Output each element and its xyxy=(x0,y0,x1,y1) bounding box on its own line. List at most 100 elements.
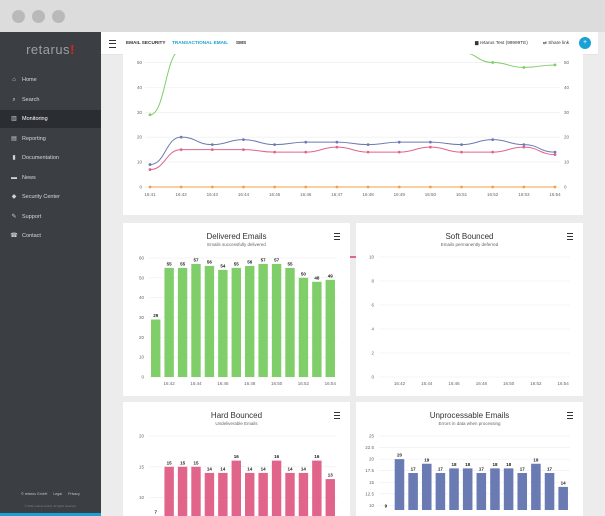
bar-value-label: 57 xyxy=(274,257,280,262)
chart-icon: ▥ xyxy=(11,116,17,122)
wrench-icon: ✎ xyxy=(11,213,17,220)
series-point xyxy=(335,145,339,149)
series-point xyxy=(428,185,432,189)
bar xyxy=(325,279,335,377)
bar xyxy=(177,466,188,516)
tab-email-security[interactable]: EMAIL SECURITY xyxy=(126,40,166,45)
x-tick-label: 16:54 xyxy=(325,381,337,386)
account-selector[interactable]: ▆ retarus Test (99999TE) xyxy=(475,32,528,54)
delivered-chart-menu-icon[interactable] xyxy=(334,233,340,240)
y-tick-left: 0 xyxy=(139,185,142,190)
bar-value-label: 55 xyxy=(234,261,240,266)
bar xyxy=(312,281,322,377)
sidebar-item-label: News xyxy=(22,174,36,181)
copyright: © 2022 retarus GmbH, All rights reserved… xyxy=(24,504,77,508)
y-tick-label: 10 xyxy=(139,495,145,500)
tab-sms[interactable]: SMS xyxy=(236,40,247,45)
top-bar: EMAIL SECURITY TRANSACTIONAL EMAIL SMS ▆… xyxy=(101,32,598,55)
bar-value-label: 20 xyxy=(397,453,403,458)
series-point xyxy=(522,185,526,189)
bar xyxy=(164,267,174,377)
sidebar-item-documentation[interactable]: ▮ Documentation xyxy=(0,149,101,167)
account-name: retarus Test (99999TE) xyxy=(479,40,528,45)
footer-legal-link[interactable]: Legal xyxy=(53,492,63,496)
series-point xyxy=(179,148,183,152)
sidebar-item-reporting[interactable]: ▤ Reporting xyxy=(0,130,101,148)
sidebar-item-label: Reporting xyxy=(22,135,46,142)
add-button[interactable]: + xyxy=(579,37,591,49)
bar-value-label: 17 xyxy=(479,467,485,472)
bar-value-label: 14 xyxy=(561,480,567,485)
series-point xyxy=(179,135,183,139)
sidebar-item-contact[interactable]: ☎ Contact xyxy=(0,227,101,245)
bar xyxy=(462,468,473,510)
sidebar-footer: © retarus GmbH Legal Privacy xyxy=(0,492,101,496)
y-tick-label: 6 xyxy=(371,303,374,308)
x-tick-label: 16:49 xyxy=(394,192,406,197)
bar-value-label: 15 xyxy=(167,460,173,465)
y-tick-label: 10 xyxy=(369,503,375,508)
sidebar-item-security-center[interactable]: ◆ Security Center xyxy=(0,188,101,206)
y-tick-left: 20 xyxy=(137,135,143,140)
series-point xyxy=(304,140,308,144)
y-tick-left: 40 xyxy=(137,85,143,90)
tab-transactional-email[interactable]: TRANSACTIONAL EMAIL xyxy=(172,40,229,45)
x-tick-label: 16:44 xyxy=(421,381,433,386)
delivered-bar-chart: 0 10 20 30 40 50 60 29 55 55 57 56 54 55 56 57 57 55 50 48 4… xyxy=(139,256,337,386)
bar-value-label: 19 xyxy=(424,457,430,462)
y-tick-right: 20 xyxy=(564,135,570,140)
menu-toggle-icon[interactable] xyxy=(109,40,116,48)
series-point xyxy=(491,185,495,189)
bar-value-label: 15 xyxy=(193,460,199,465)
series-point xyxy=(553,63,557,67)
newspaper-icon: ▬ xyxy=(11,174,17,181)
sidebar-item-news[interactable]: ▬ News xyxy=(0,169,101,187)
x-tick-label: 16:46 xyxy=(448,381,460,386)
x-tick-label: 16:44 xyxy=(238,192,250,197)
x-tick-label: 16:50 xyxy=(503,381,515,386)
soft-bounced-chart-menu-icon[interactable] xyxy=(567,233,573,240)
bar-value-label: 56 xyxy=(247,259,253,264)
sidebar-item-home[interactable]: ⌂ Home xyxy=(0,71,101,89)
sidebar-item-label: Monitoring xyxy=(22,116,48,122)
window-close-button[interactable] xyxy=(12,10,25,23)
bar-value-label: 14 xyxy=(247,466,253,471)
y-tick-label: 20 xyxy=(139,434,145,439)
sidebar-item-support[interactable]: ✎ Support xyxy=(0,208,101,226)
bar xyxy=(476,473,487,510)
x-tick-label: 16:52 xyxy=(530,381,542,386)
share-link-button[interactable]: ⇄ Share link xyxy=(543,32,569,54)
retarus-logo[interactable]: retarus! xyxy=(0,42,101,57)
footer-privacy-link[interactable]: Privacy xyxy=(68,492,80,496)
x-tick-label: 16:53 xyxy=(518,192,530,197)
series-point xyxy=(366,150,370,154)
series-point xyxy=(428,140,432,144)
window-minimize-button[interactable] xyxy=(32,10,45,23)
report-icon: ▤ xyxy=(11,135,17,142)
window-maximize-button[interactable] xyxy=(52,10,65,23)
y-tick-label: 22.5 xyxy=(365,445,374,450)
y-tick-right: 50 xyxy=(564,60,570,65)
bar-value-label: 14 xyxy=(287,466,293,471)
plot-area xyxy=(148,54,557,189)
x-tick-label: 16:46 xyxy=(300,192,312,197)
series-point xyxy=(522,143,526,147)
bar-value-label: 17 xyxy=(411,467,417,472)
y-tick-label: 4 xyxy=(371,327,374,332)
series-point xyxy=(148,168,152,171)
hard-bounced-chart-menu-icon[interactable] xyxy=(334,412,340,419)
x-tick-label: 16:42 xyxy=(164,381,176,386)
bar-value-label: 16 xyxy=(314,454,320,459)
sidebar-item-monitoring[interactable]: ▥ Monitoring xyxy=(0,110,101,128)
bar xyxy=(164,466,174,516)
series-point xyxy=(242,185,245,189)
bar-value-label: 18 xyxy=(506,462,512,467)
bar xyxy=(325,479,335,516)
y-tick-label: 10 xyxy=(139,355,145,360)
unprocessable-chart-menu-icon[interactable] xyxy=(567,412,573,419)
bar xyxy=(231,460,241,516)
sidebar-item-search[interactable]: ⌕ Search xyxy=(0,91,101,109)
sidebar-item-label: Home xyxy=(22,77,37,83)
series-point xyxy=(335,140,339,144)
bar-value-label: 57 xyxy=(193,257,199,262)
